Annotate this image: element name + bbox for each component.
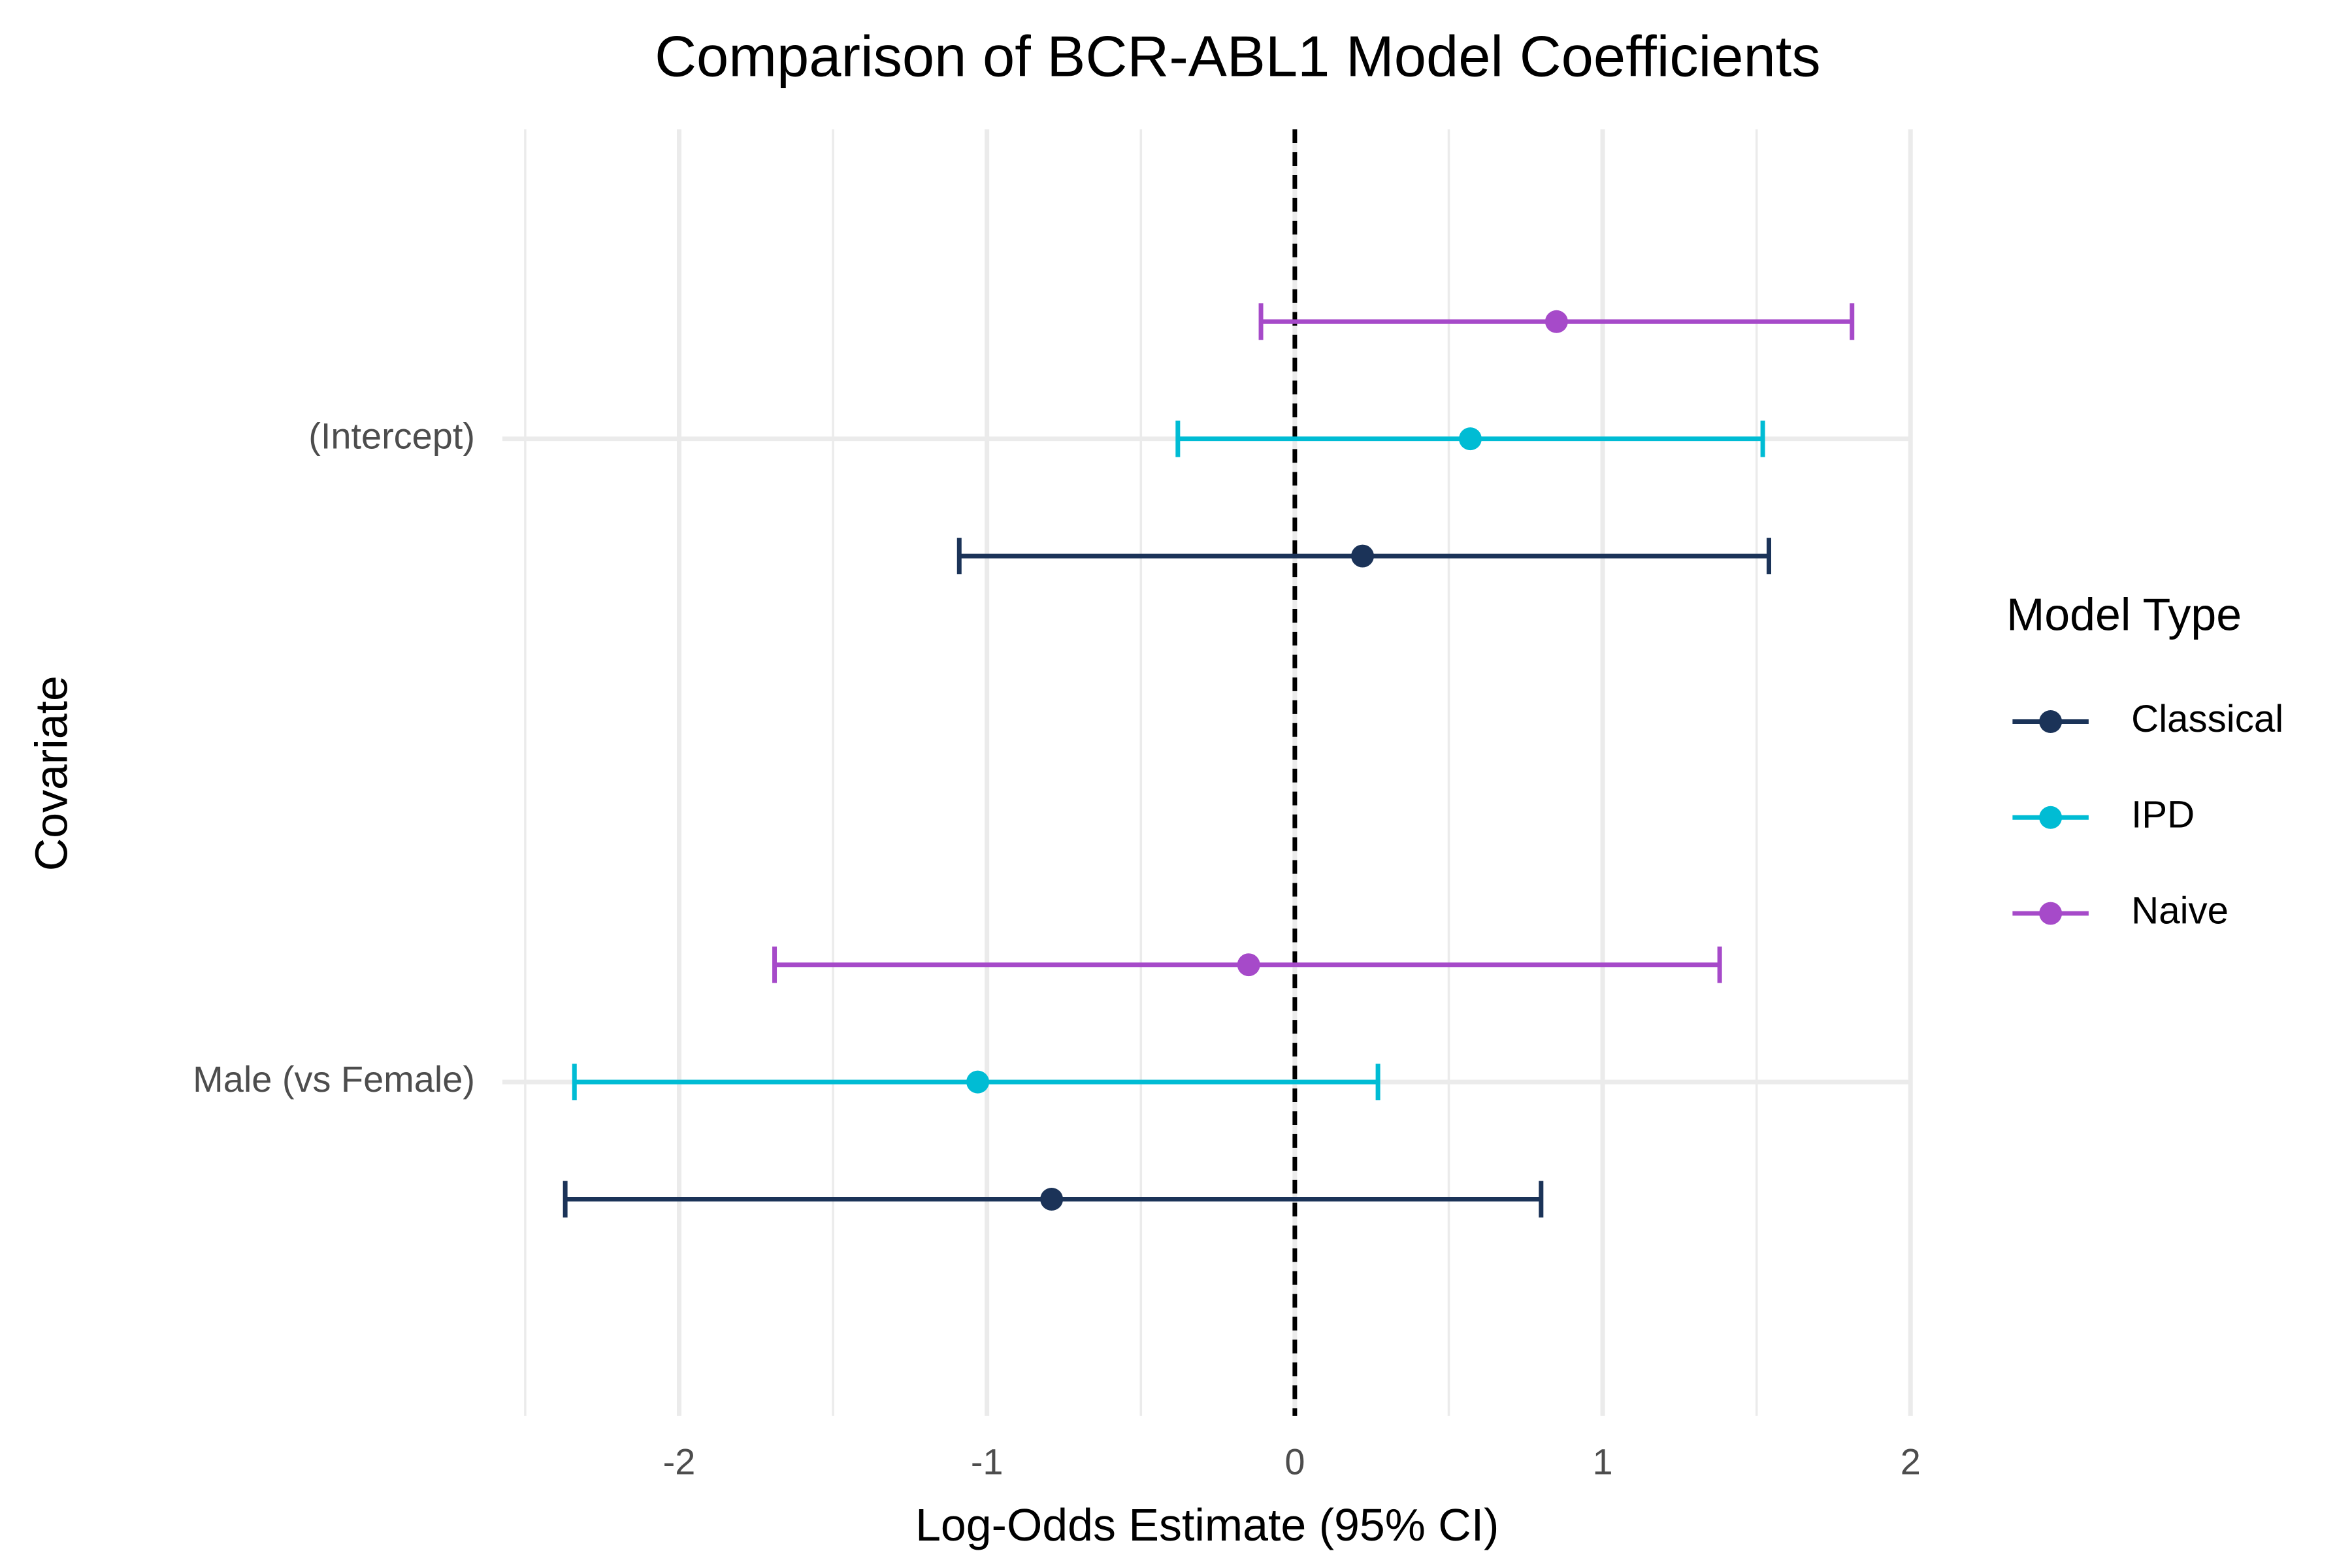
legend-label: Naive <box>2131 889 2229 932</box>
x-tick-label: -1 <box>971 1441 1004 1482</box>
y-tick-label: (Intercept) <box>308 415 475 456</box>
legend-label: IPD <box>2131 794 2195 836</box>
legend-key-point <box>2039 710 2063 733</box>
legend-label: Classical <box>2131 698 2283 740</box>
legend-key-point <box>2039 902 2063 925</box>
legend-key-point <box>2039 806 2063 829</box>
y-tick-label: Male (vs Female) <box>193 1058 475 1100</box>
x-tick-label: -2 <box>663 1441 696 1482</box>
point <box>1458 427 1482 451</box>
point <box>966 1070 990 1094</box>
y-axis-label: Covariate <box>25 676 76 871</box>
x-axis-label: Log-Odds Estimate (95% CI) <box>915 1499 1499 1550</box>
x-tick-label: 2 <box>1901 1441 1921 1482</box>
legend-title: Model Type <box>2006 589 2242 640</box>
point <box>1040 1188 1064 1211</box>
point <box>1544 310 1568 333</box>
x-tick-label: 0 <box>1284 1441 1305 1482</box>
chart-title: Comparison of BCR-ABL1 Model Coefficient… <box>655 24 1821 89</box>
x-tick-label: 1 <box>1593 1441 1613 1482</box>
point <box>1237 953 1260 977</box>
point <box>1351 544 1375 568</box>
